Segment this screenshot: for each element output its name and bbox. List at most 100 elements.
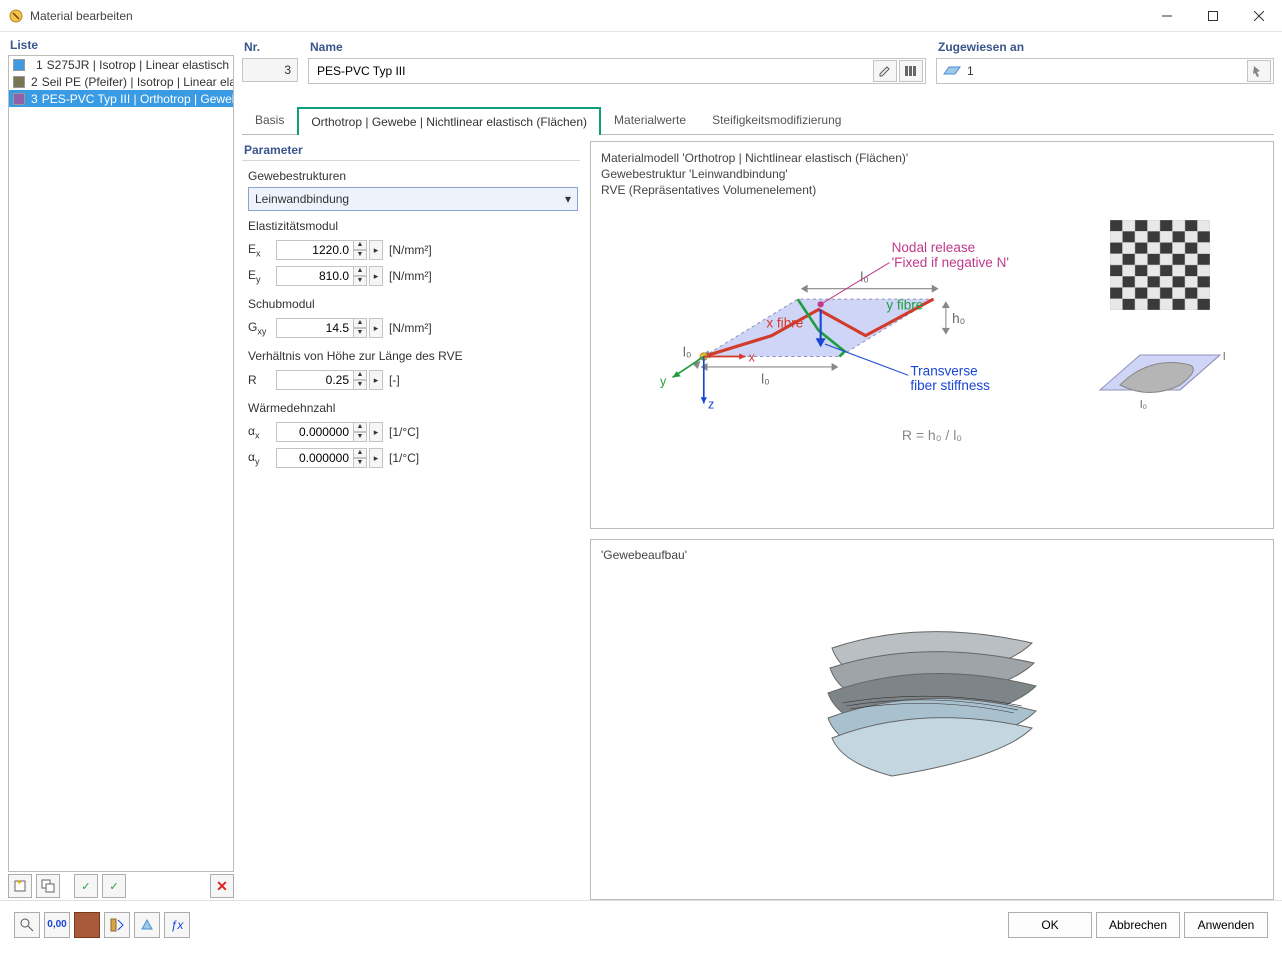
gewebe-value: Leinwandbindung: [255, 192, 349, 206]
ay-symbol: αy: [248, 450, 276, 466]
rve-slab-icon: l₀ l₀: [1095, 330, 1225, 420]
svg-text:h₀: h₀: [952, 311, 965, 326]
ey-spinner[interactable]: ▲▼: [353, 266, 367, 286]
ey-input[interactable]: [276, 266, 354, 286]
minimize-button[interactable]: [1144, 0, 1190, 32]
r-menu-button[interactable]: ▸: [369, 370, 383, 390]
rve-diagram: l₀ l₀ l₀ h₀ x fibre y fibre Nodal releas…: [639, 200, 1019, 440]
svg-text:Transverse: Transverse: [910, 363, 977, 378]
nr-value: 3: [242, 58, 298, 82]
tab-materialwerte[interactable]: Materialwerte: [601, 106, 699, 134]
apply-button[interactable]: Anwenden: [1184, 912, 1268, 938]
fabric-layers-icon: [802, 598, 1062, 798]
list-item-label: Seil PE (Pfeifer) | Isotrop | Linear ela…: [42, 75, 233, 89]
ax-spinner[interactable]: ▲▼: [353, 422, 367, 442]
list-item-label: PES-PVC Typ III | Orthotrop | Gewebe: [42, 92, 233, 106]
list-item-num: 1: [31, 58, 43, 72]
svg-text:l₀: l₀: [1223, 351, 1225, 363]
ey-unit: [N/mm²]: [389, 269, 432, 283]
list-header: Liste: [8, 38, 234, 55]
surface-icon: [943, 64, 961, 78]
chevron-down-icon: ▾: [565, 192, 571, 206]
weave-pattern-icon: [1110, 220, 1210, 310]
new-button[interactable]: ✦: [8, 874, 32, 898]
ok-button[interactable]: OK: [1008, 912, 1092, 938]
tab-steifigkeit[interactable]: Steifigkeitsmodifizierung: [699, 106, 854, 134]
check-button-1[interactable]: ✓: [74, 874, 98, 898]
diag1-line2: Gewebestruktur 'Leinwandbindung': [601, 166, 1263, 182]
check-button-2[interactable]: ✓: [102, 874, 126, 898]
svg-text:'Fixed if negative N': 'Fixed if negative N': [892, 254, 1009, 269]
pick-assigned-icon[interactable]: [1247, 60, 1271, 82]
ax-menu-button[interactable]: ▸: [369, 422, 383, 442]
name-input[interactable]: [315, 63, 871, 79]
name-label: Name: [308, 38, 926, 58]
tool-icon-button-1[interactable]: [104, 912, 130, 938]
ex-symbol: Ex: [248, 242, 276, 258]
delete-button[interactable]: ✕: [210, 874, 234, 898]
list-item-num: 3: [31, 92, 38, 106]
svg-text:✦: ✦: [16, 879, 23, 887]
copy-button[interactable]: [36, 874, 60, 898]
svg-text:z: z: [708, 397, 714, 411]
list-item-num: 2: [31, 75, 38, 89]
ex-unit: [N/mm²]: [389, 243, 432, 257]
tab-bar: Basis Orthotrop | Gewebe | Nichtlinear e…: [242, 106, 1274, 135]
svg-text:l₀: l₀: [761, 371, 770, 386]
close-button[interactable]: [1236, 0, 1282, 32]
list-item[interactable]: 2 Seil PE (Pfeifer) | Isotrop | Linear e…: [9, 73, 233, 90]
gxy-symbol: Gxy: [248, 320, 276, 336]
ax-unit: [1/°C]: [389, 425, 419, 439]
ey-menu-button[interactable]: ▸: [369, 266, 383, 286]
gewebe-select[interactable]: Leinwandbindung ▾: [248, 187, 578, 211]
diag1-line3: RVE (Repräsentatives Volumenelement): [601, 182, 1263, 198]
fx-icon-button[interactable]: ƒx: [164, 912, 190, 938]
svg-text:Nodal release: Nodal release: [892, 240, 976, 255]
ex-input[interactable]: [276, 240, 354, 260]
svg-text:x: x: [749, 350, 756, 364]
material-list[interactable]: 1 S275JR | Isotrop | Linear elastisch 2 …: [8, 55, 234, 872]
tab-orthotrop[interactable]: Orthotrop | Gewebe | Nichtlinear elastis…: [297, 107, 601, 135]
ax-input[interactable]: [276, 422, 354, 442]
svg-text:x fibre: x fibre: [766, 315, 803, 330]
gxy-menu-button[interactable]: ▸: [369, 318, 383, 338]
library-icon[interactable]: [899, 60, 923, 82]
diagram-rve: Materialmodell 'Orthotrop | Nichtlinear …: [590, 141, 1274, 529]
r-symbol: R: [248, 373, 276, 387]
warm-label: Wärmedehnzahl: [248, 401, 580, 415]
ay-menu-button[interactable]: ▸: [369, 448, 383, 468]
ay-spinner[interactable]: ▲▼: [353, 448, 367, 468]
svg-text:y fibre: y fibre: [886, 297, 923, 312]
material-color-swatch: [13, 59, 25, 71]
gxy-spinner[interactable]: ▲▼: [353, 318, 367, 338]
cancel-button[interactable]: Abbrechen: [1096, 912, 1180, 938]
list-item[interactable]: 1 S275JR | Isotrop | Linear elastisch: [9, 56, 233, 73]
list-item[interactable]: 3 PES-PVC Typ III | Orthotrop | Gewebe: [9, 90, 233, 107]
svg-text:l₀: l₀: [1140, 399, 1147, 411]
material-color-swatch: [13, 76, 25, 88]
window-titlebar: Material bearbeiten: [0, 0, 1282, 32]
units-icon-button[interactable]: 0,00: [44, 912, 70, 938]
ey-symbol: Ey: [248, 268, 276, 284]
edit-name-icon[interactable]: [873, 60, 897, 82]
maximize-button[interactable]: [1190, 0, 1236, 32]
app-icon: [8, 8, 24, 24]
gxy-input[interactable]: [276, 318, 354, 338]
svg-text:l₀: l₀: [860, 269, 869, 284]
tab-basis[interactable]: Basis: [242, 106, 297, 134]
window-title: Material bearbeiten: [30, 9, 1144, 23]
r-spinner[interactable]: ▲▼: [353, 370, 367, 390]
tool-icon-button-2[interactable]: [134, 912, 160, 938]
ay-input[interactable]: [276, 448, 354, 468]
svg-text:l₀: l₀: [683, 344, 692, 359]
ay-unit: [1/°C]: [389, 451, 419, 465]
gxy-unit: [N/mm²]: [389, 321, 432, 335]
ex-menu-button[interactable]: ▸: [369, 240, 383, 260]
svg-text:fiber stiffness: fiber stiffness: [910, 377, 990, 392]
search-icon-button[interactable]: [14, 912, 40, 938]
assigned-label: Zugewiesen an: [936, 38, 1274, 58]
r-input[interactable]: [276, 370, 354, 390]
ex-spinner[interactable]: ▲▼: [353, 240, 367, 260]
color-icon-button[interactable]: [74, 912, 100, 938]
gmod-label: Schubmodul: [248, 297, 580, 311]
